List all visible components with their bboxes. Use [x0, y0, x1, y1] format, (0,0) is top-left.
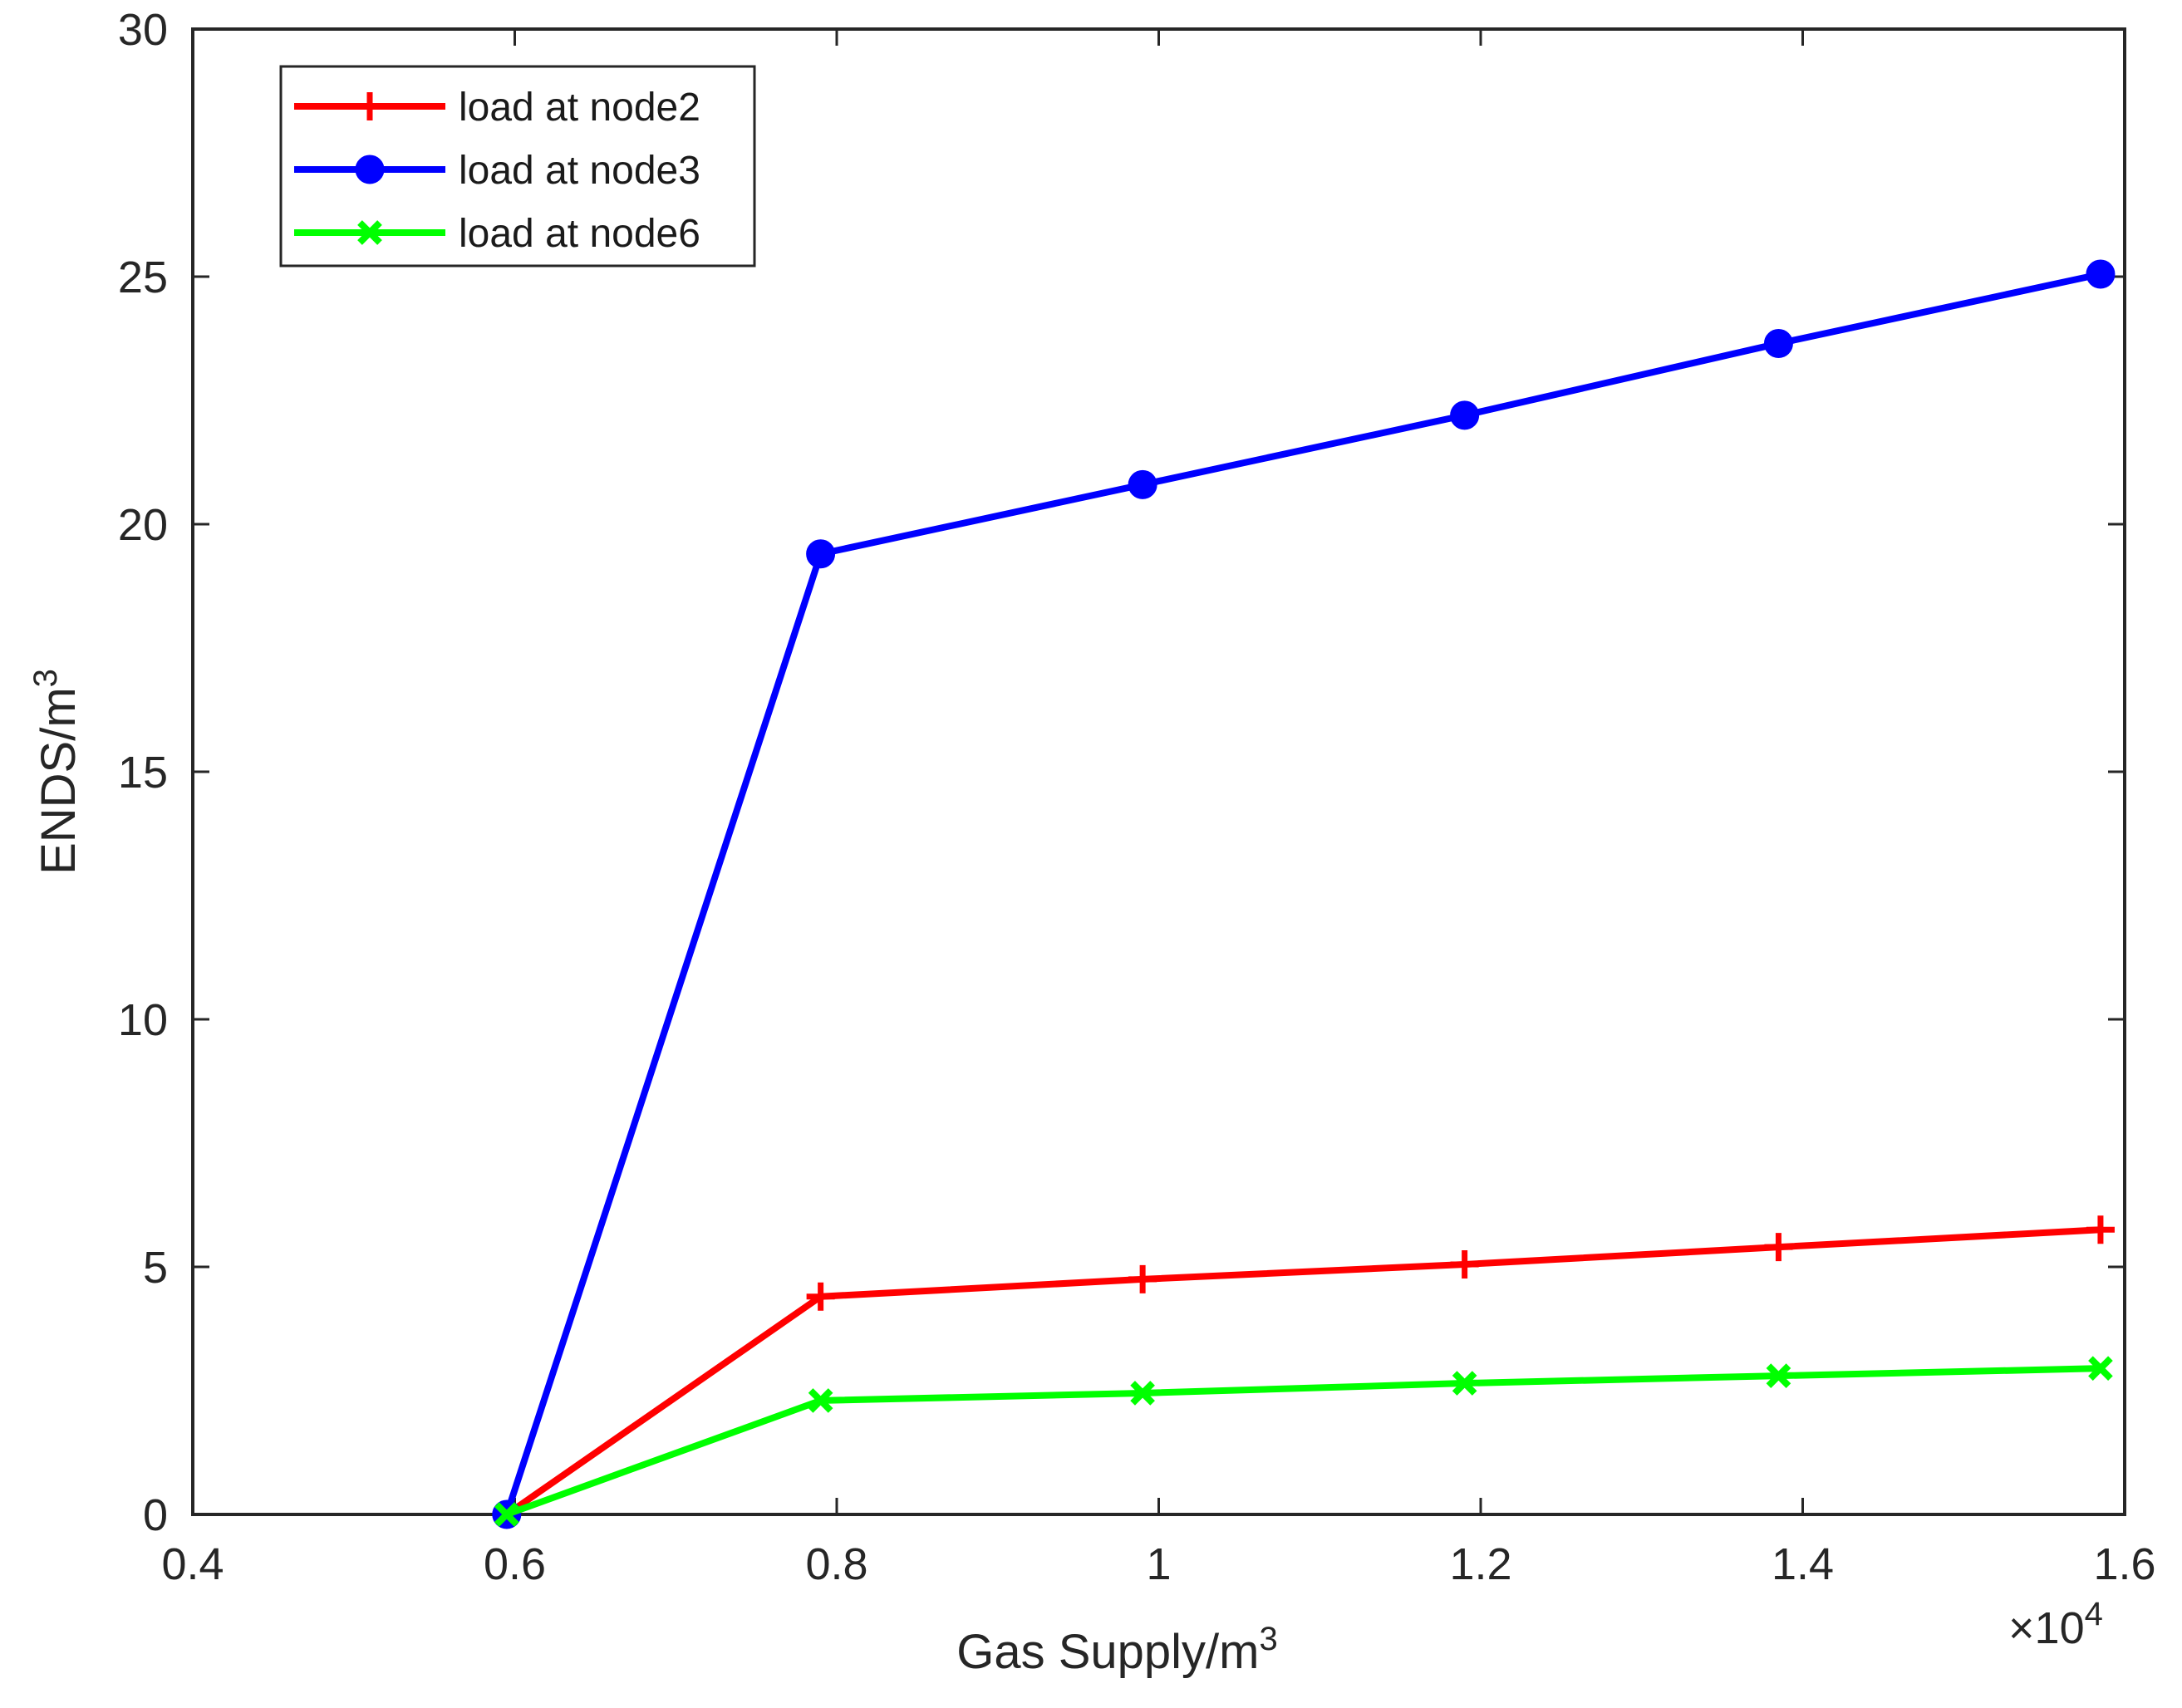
x-axis-label: Gas Supply/m3: [956, 1621, 1278, 1679]
legend-label: load at node2: [459, 86, 700, 130]
legend: load at node2 load at node3 load at node6: [279, 65, 756, 267]
legend-marker: [355, 155, 385, 184]
x-axis-label-text: Gas Supply/m: [956, 1625, 1259, 1679]
data-point: [1763, 328, 1793, 358]
series-line: [504, 1226, 2101, 1518]
y-tick-label: 0: [143, 1490, 168, 1540]
legend-entry: load at node6: [294, 212, 700, 256]
data-point: [806, 539, 836, 569]
data-point: [1452, 1371, 1477, 1396]
x-axis-label-superscript: 3: [1260, 1621, 1278, 1657]
y-tick-label: 5: [143, 1243, 168, 1293]
x-tick-label: 0.4: [161, 1539, 224, 1589]
y-tick-label: 15: [118, 748, 168, 798]
x-tick-label: 0.6: [484, 1539, 546, 1589]
x-scale-multiplier: ×10: [2008, 1603, 2085, 1653]
legend-entry: load at node2: [294, 86, 700, 130]
x-tick-label: 1: [1146, 1539, 1171, 1589]
y-tick-label: 10: [118, 995, 168, 1045]
x-tick-label: 0.8: [805, 1539, 867, 1589]
series-load-at-node6: [494, 1356, 2113, 1527]
x-tick-label: 1.2: [1449, 1539, 1511, 1589]
data-point: [808, 1388, 833, 1413]
y-tick-label: 25: [118, 253, 168, 302]
y-axis-label-text: ENDS/m: [32, 687, 86, 875]
series-line: [505, 1365, 2101, 1518]
plot-area: [191, 27, 2126, 1516]
y-axis-label-superscript: 3: [27, 669, 64, 687]
data-point: [2086, 1215, 2115, 1244]
y-axis-label: ENDS/m3: [27, 669, 86, 875]
x-axis-scale-factor: ×104: [2008, 1596, 2103, 1653]
axis-tick-labels: 0.4 0.6 0.8 1 1.2 1.4 1.6 0 5 10 15 20 25 30: [118, 5, 2156, 1589]
x-scale-exponent: 4: [2085, 1596, 2103, 1632]
legend-marker: [357, 220, 382, 245]
legend-entry: load at node3: [294, 149, 700, 193]
y-tick-label: 20: [118, 500, 168, 550]
data-point: [1130, 1381, 1155, 1406]
data-point: [494, 1502, 519, 1527]
data-point: [2086, 259, 2116, 289]
data-point: [1766, 1363, 1791, 1388]
data-point: [1764, 1233, 1793, 1262]
data-point: [1128, 1264, 1157, 1293]
data-point: [1450, 1250, 1479, 1279]
y-tick-label: 30: [118, 5, 168, 55]
x-tick-label: 1.6: [2093, 1539, 2155, 1589]
series-line: [504, 271, 2101, 1516]
x-tick-label: 1.4: [1772, 1539, 1834, 1589]
data-point: [1450, 400, 1480, 430]
series-load-at-node2: [492, 1215, 2115, 1529]
axis-ticks: [191, 27, 2126, 1516]
data-point: [2088, 1356, 2113, 1382]
series-layer: [492, 259, 2116, 1529]
legend-label: load at node3: [459, 149, 700, 193]
legend-marker: [356, 92, 384, 120]
data-point: [806, 1282, 835, 1311]
data-point: [1128, 469, 1157, 499]
legend-label: load at node6: [459, 212, 700, 256]
